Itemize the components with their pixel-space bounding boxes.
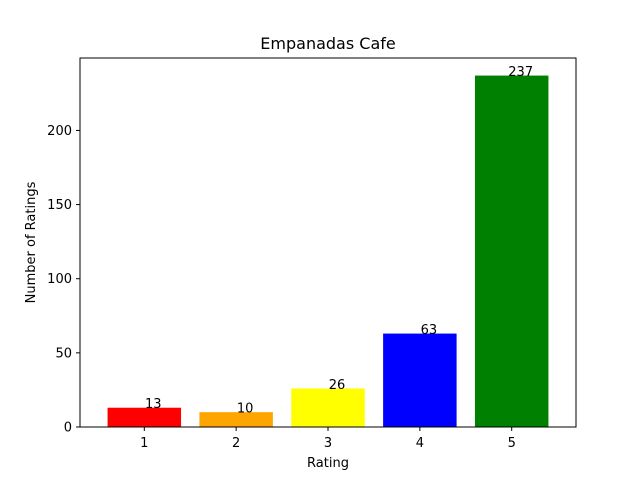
x-tick-label: 1 xyxy=(140,436,148,451)
bar-labels-group: 13 10 26 63 237 xyxy=(145,65,533,417)
y-tick-label: 0 xyxy=(64,421,72,436)
chart-title: Empanadas Cafe xyxy=(260,34,395,53)
bar-rating-1 xyxy=(107,407,182,427)
bar-value-label: 10 xyxy=(237,402,254,417)
y-tick-label: 200 xyxy=(47,124,72,139)
x-tick-label: 4 xyxy=(416,436,424,451)
x-tick-label: 3 xyxy=(324,436,332,451)
bar-value-label: 26 xyxy=(329,378,346,393)
bar-rating-3 xyxy=(291,388,365,427)
y-axis-ticks: 0 50 100 150 200 xyxy=(47,124,80,436)
bar-value-label: 63 xyxy=(421,323,438,338)
bar-value-label: 237 xyxy=(508,65,533,80)
y-tick-label: 100 xyxy=(47,272,72,287)
x-tick-label: 5 xyxy=(508,436,516,451)
bar-rating-4 xyxy=(383,333,457,427)
x-tick-label: 2 xyxy=(232,436,240,451)
y-tick-label: 50 xyxy=(55,346,72,361)
bar-rating-5 xyxy=(474,75,549,427)
x-axis-ticks: 1 2 3 4 5 xyxy=(140,427,516,451)
y-axis-label: Number of Ratings xyxy=(24,181,39,303)
bar-value-label: 13 xyxy=(145,397,162,412)
y-tick-label: 150 xyxy=(47,198,72,213)
bar-rating-2 xyxy=(199,412,273,427)
bars-group xyxy=(107,75,549,427)
x-axis-label: Rating xyxy=(307,456,349,471)
